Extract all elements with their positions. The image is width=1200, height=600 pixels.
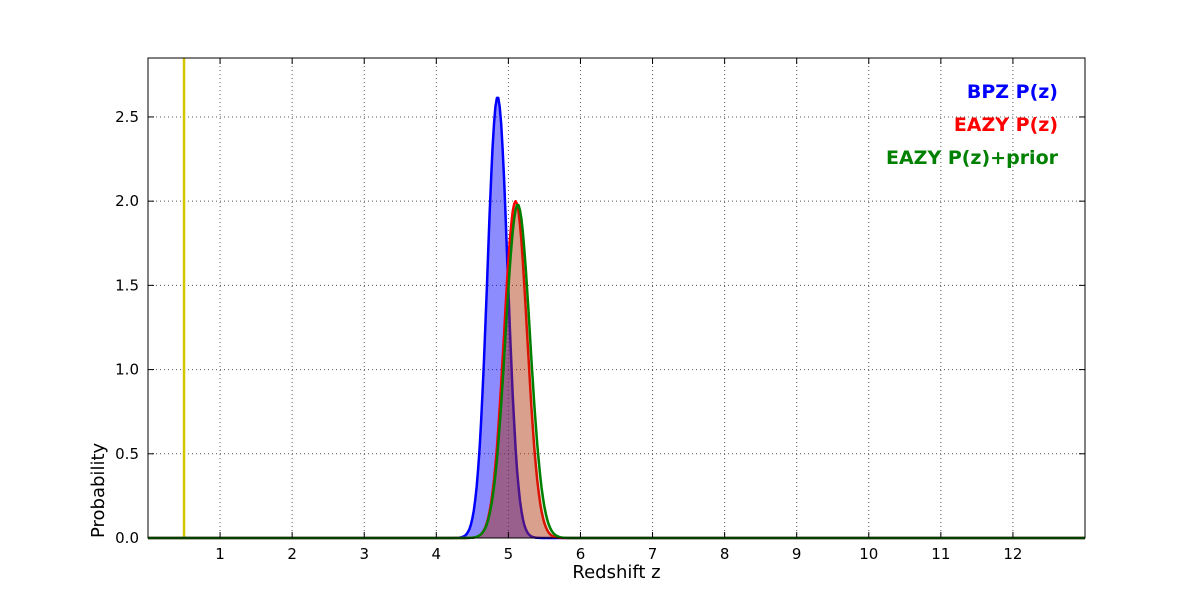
- y-tick-label: 0.5: [115, 445, 139, 463]
- y-tick-label: 2.0: [115, 192, 139, 210]
- x-tick-label: 6: [576, 545, 586, 563]
- y-tick-label: 2.5: [115, 108, 139, 126]
- legend-item-eazy: EAZY P(z): [953, 114, 1058, 136]
- x-tick-label: 2: [287, 545, 297, 563]
- series-line-2: [148, 203, 1085, 540]
- x-tick-label: 9: [792, 545, 802, 563]
- x-tick-label: 3: [359, 545, 369, 563]
- x-tick-label: 4: [432, 545, 442, 563]
- legend: BPZ P(z) EAZY P(z) EAZY P(z)+prior: [886, 76, 1058, 175]
- legend-item-bpz: BPZ P(z): [966, 81, 1058, 103]
- legend-item-eazy-prior: EAZY P(z)+prior: [885, 147, 1058, 169]
- series-fill-2: [148, 205, 1085, 538]
- x-tick-label: 8: [720, 545, 730, 563]
- y-tick-label: 0.0: [115, 529, 139, 547]
- x-tick-label: 1: [215, 545, 225, 563]
- y-tick-label: 1.5: [115, 276, 139, 294]
- x-tick-label: 5: [504, 545, 514, 563]
- x-axis-label: Redshift z: [572, 562, 661, 583]
- plot-frame: [147, 57, 1086, 539]
- y-tick-label: 1.0: [115, 361, 139, 379]
- x-tick-label: 12: [1003, 545, 1022, 563]
- x-tick-label: 10: [859, 545, 878, 563]
- x-tick-label: 7: [648, 545, 658, 563]
- x-tick-label: 11: [931, 545, 950, 563]
- y-axis-label: Probability: [88, 442, 109, 538]
